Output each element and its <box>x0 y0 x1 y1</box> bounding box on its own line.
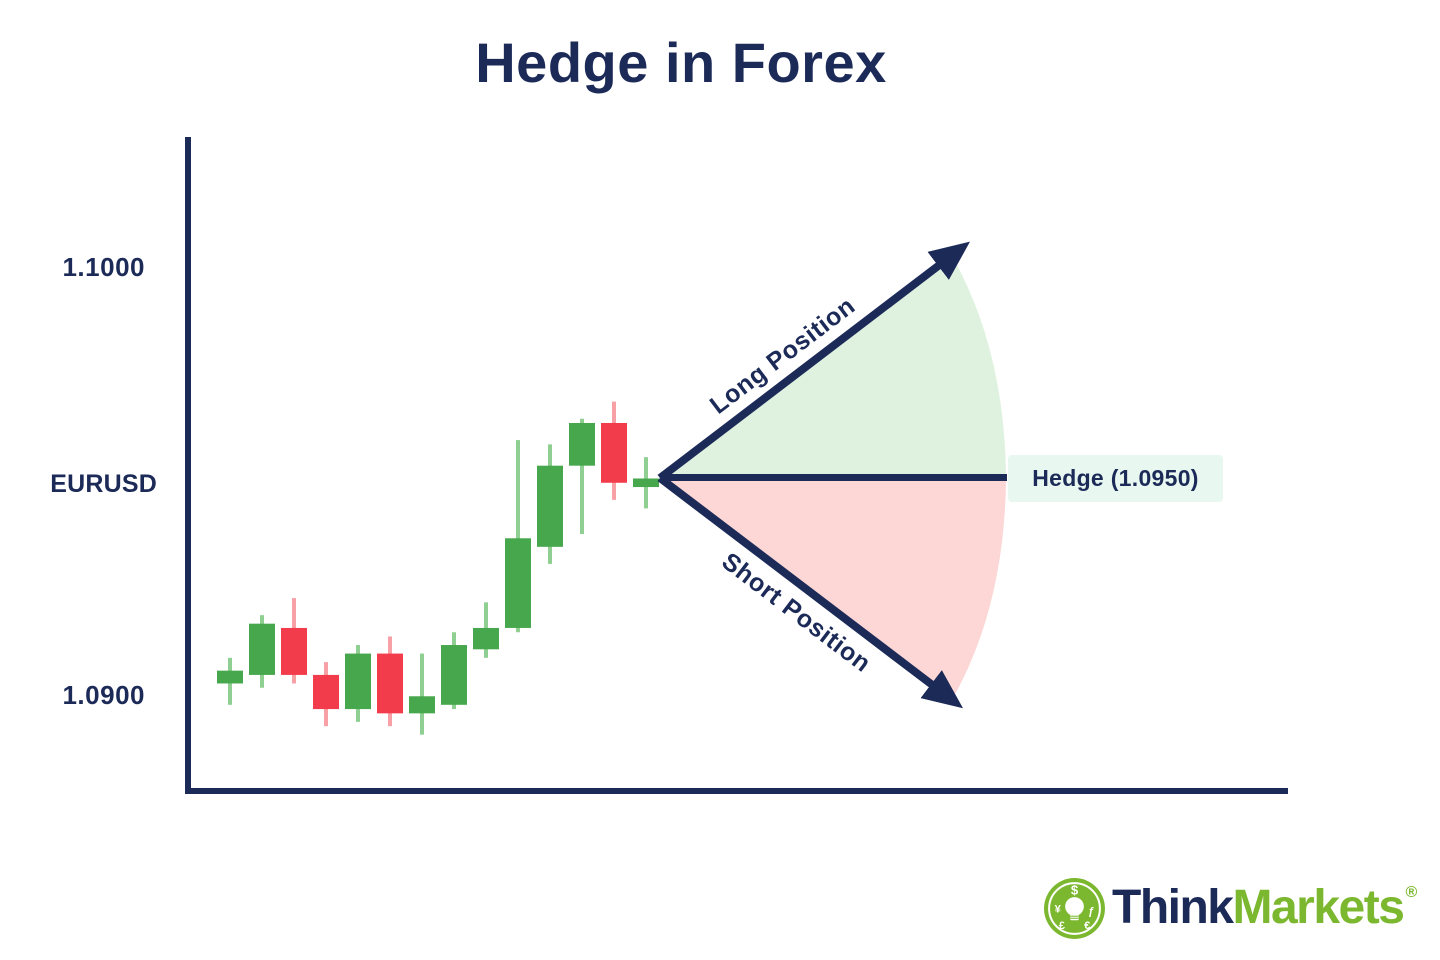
svg-text:€: € <box>1084 919 1091 931</box>
y-tick-1-1000: 1.1000 <box>62 252 145 282</box>
logo-text-think: Think <box>1112 881 1234 934</box>
candle-8 <box>441 632 467 710</box>
candle-12 <box>569 418 595 535</box>
candle-6 <box>377 636 403 727</box>
hedge-line <box>660 474 1007 481</box>
registered-trademark-icon: ® <box>1405 884 1418 901</box>
long-profit-fan <box>660 256 1006 478</box>
candle-5 <box>345 645 371 722</box>
x-axis-line <box>185 788 1288 794</box>
long-position-arrow <box>657 241 970 482</box>
page-title: Hedge in Forex <box>475 31 887 94</box>
candle-4 <box>313 662 339 727</box>
symbol-label: EURUSD <box>50 470 157 498</box>
logo-text-markets: Markets <box>1232 881 1405 934</box>
candle-series <box>217 401 659 735</box>
svg-text:ƒ: ƒ <box>1088 905 1094 917</box>
candle-3 <box>281 598 307 684</box>
candle-10 <box>505 440 531 633</box>
hedge-price-label: Hedge (1.0950) <box>1032 465 1199 491</box>
lightbulb-currency-icon: $ ¥ ƒ £ € <box>1044 877 1105 939</box>
candle-2 <box>249 615 275 688</box>
candle-1 <box>217 657 243 705</box>
hedge-price-badge: Hedge (1.0950) <box>1008 455 1223 502</box>
candle-9 <box>473 602 499 658</box>
short-loss-fan <box>660 478 1006 700</box>
thinkmarkets-logo: $ ¥ ƒ £ € Think Markets ® <box>1043 876 1418 940</box>
candle-7 <box>409 653 435 735</box>
short-position-arrow <box>657 474 964 709</box>
svg-text:$: $ <box>1071 882 1079 897</box>
svg-text:£: £ <box>1059 919 1066 931</box>
candle-11 <box>537 444 563 564</box>
y-tick-1-0900: 1.0900 <box>62 680 145 710</box>
candle-14 <box>633 457 659 509</box>
y-axis-line <box>185 137 191 794</box>
svg-text:¥: ¥ <box>1055 903 1062 915</box>
candle-13 <box>601 401 627 500</box>
